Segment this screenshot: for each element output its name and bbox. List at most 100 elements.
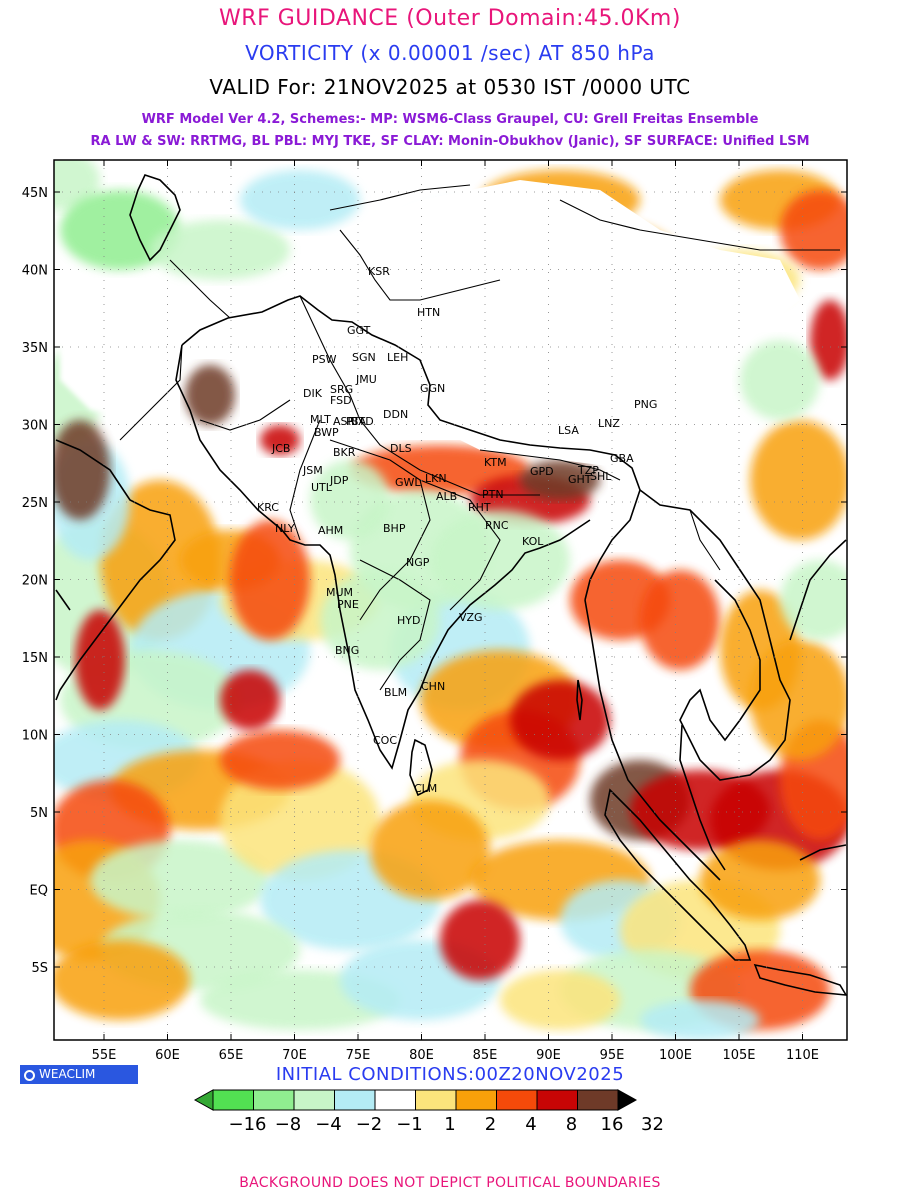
station-label: ALB: [436, 490, 457, 503]
map-frame: [53, 159, 848, 1041]
vorticity-cell: [750, 640, 847, 760]
lon-label: 55E: [92, 1048, 117, 1063]
model-info: WRF Model Ver 4.2, Schemes:- MP: WSM6-Cl…: [141, 112, 759, 127]
disclaimer: BACKGROUND DOES NOT DEPICT POLITICAL BOU…: [239, 1175, 661, 1191]
vorticity-cell: [700, 840, 820, 920]
colorbar-box: [334, 1089, 376, 1111]
station-label: RNC: [485, 519, 509, 532]
station-label: LKN: [425, 472, 447, 485]
station-label: SRG: [330, 383, 353, 396]
colorbar-label: −8: [275, 1114, 302, 1135]
weaclim-logo: WEACLIM: [20, 1065, 138, 1084]
lat-label: 5N: [30, 806, 48, 821]
station-label: BWP: [314, 426, 339, 439]
colorbar-label: −1: [396, 1114, 423, 1135]
colorbar-box: [212, 1089, 254, 1111]
vorticity-cell: [320, 570, 440, 670]
valid-time: VALID For: 21NOV2025 at 0530 IST /0000 U…: [209, 75, 691, 99]
station-label: GHT: [568, 473, 592, 486]
station-label: LEH: [387, 351, 408, 364]
vorticity-cell: [500, 970, 620, 1030]
station-label: DLS: [390, 442, 412, 455]
colorbar-box: [293, 1089, 335, 1111]
masked-high-terrain: [60, 290, 170, 420]
colorbar-arrow-high: [617, 1089, 638, 1111]
vorticity-cell: [350, 445, 530, 495]
colorbar-label: 16: [601, 1114, 624, 1135]
lat-label: 10N: [22, 729, 48, 744]
vorticity-cell: [150, 220, 290, 280]
station-label: GWL: [395, 476, 421, 489]
station-label: MUM: [326, 586, 353, 599]
station-label: UTL: [311, 481, 333, 494]
lon-label: 65E: [219, 1048, 244, 1063]
vorticity-cell: [780, 560, 847, 640]
lat-label: EQ: [30, 884, 48, 899]
station-label: HTN: [417, 306, 440, 319]
lon-label: 105E: [722, 1048, 755, 1063]
colorbar-box: [536, 1089, 578, 1111]
station-label: GBA: [610, 452, 634, 465]
station-label: JDP: [329, 474, 349, 487]
station-label: LNZ: [598, 417, 620, 430]
longitude-labels: 55E 60E 65E 70E 75E 80E 85E 90E 95E 100E 105E 110E: [92, 1048, 819, 1063]
lon-label: 100E: [659, 1048, 692, 1063]
colorbar-box: [374, 1089, 416, 1111]
lon-label: 110E: [786, 1048, 819, 1063]
station-label: DDN: [383, 408, 408, 421]
station-label: PNG: [634, 398, 657, 411]
vorticity-cell: [54, 420, 110, 520]
station-label: AHM: [318, 524, 343, 537]
vorticity-cell: [310, 460, 390, 540]
vorticity-cell: [640, 570, 720, 670]
vorticity-cell: [640, 1000, 760, 1040]
initial-conditions: INITIAL CONDITIONS:00Z20NOV2025: [275, 1064, 625, 1085]
scheme-info: RA LW & SW: RRTMG, BL PBL: MYJ TKE, SF C…: [90, 134, 810, 149]
station-label: NLY: [275, 522, 295, 535]
lon-label: 95E: [600, 1048, 625, 1063]
masked-high-terrain: [340, 180, 800, 470]
axis-ticks: [54, 160, 847, 1040]
colorbar-label: 4: [525, 1114, 536, 1135]
lon-label: 75E: [346, 1048, 371, 1063]
station-label: GPD: [530, 465, 554, 478]
station-label: ASR: [333, 415, 356, 428]
colorbar-box: [455, 1089, 497, 1111]
vorticity-field: [54, 160, 847, 1040]
vorticity-cell: [220, 760, 380, 880]
vorticity-cell: [54, 940, 190, 1020]
station-label: RHT: [468, 501, 491, 514]
station-label: MLT: [310, 413, 331, 426]
lon-label: 85E: [473, 1048, 498, 1063]
colorbar-label: 32: [641, 1114, 664, 1135]
station-label: CLM: [414, 782, 437, 795]
colorbar-label: 2: [485, 1114, 496, 1135]
colorbar-label: −2: [356, 1114, 383, 1135]
vorticity-cell: [520, 460, 600, 500]
station-label: DIK: [303, 387, 323, 400]
vorticity-cell: [230, 520, 310, 640]
logo-text: WEACLIM: [39, 1067, 96, 1081]
vorticity-cell: [740, 340, 820, 420]
vorticity-cell: [260, 425, 300, 455]
lon-label: 70E: [282, 1048, 307, 1063]
station-label: BKR: [333, 446, 356, 459]
vorticity-cell: [370, 800, 490, 900]
vorticity-cell: [510, 680, 610, 760]
station-label: COC: [373, 734, 397, 747]
station-label: KOL: [522, 535, 544, 548]
station-label: CHN: [421, 680, 445, 693]
vorticity-cell: [185, 365, 235, 425]
vorticity-cell: [90, 840, 270, 920]
vorticity-cell: [240, 170, 360, 230]
vorticity-cell: [220, 670, 280, 730]
station-label: BNG: [335, 644, 359, 657]
vorticity-cell: [430, 510, 570, 610]
station-label: HYD: [397, 614, 420, 627]
station-label: LSA: [558, 424, 579, 437]
lat-label: 5S: [31, 961, 48, 976]
lat-label: 25N: [22, 496, 48, 511]
logo-ring-icon: [24, 1070, 35, 1081]
